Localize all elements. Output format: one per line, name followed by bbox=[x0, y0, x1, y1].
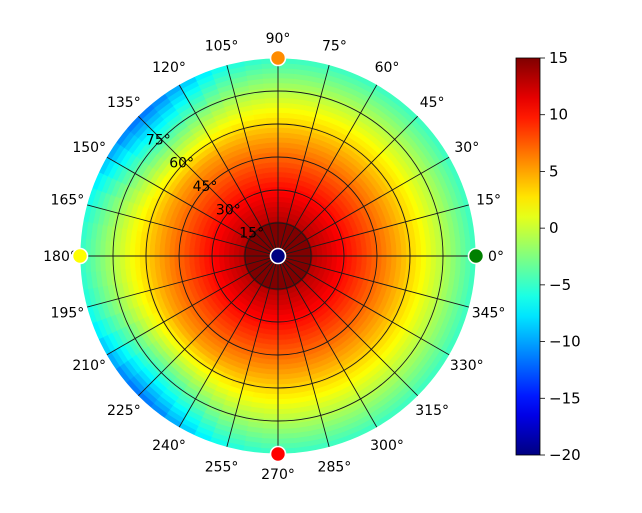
azimuth-tick-label: 300° bbox=[370, 438, 404, 454]
azimuth-tick-label: 210° bbox=[72, 358, 106, 374]
colorbar-tick-label: −15 bbox=[549, 389, 581, 407]
radial-gridline bbox=[112, 90, 444, 422]
azimuth-tick-labels: 0° 15° 30° 45° 60° 75° 90° 105° 120° 135° 150° 165°… bbox=[43, 31, 505, 483]
marker-0 bbox=[467, 247, 485, 265]
azimuth-tick-label: 30° bbox=[454, 140, 479, 156]
marker-center bbox=[269, 247, 287, 265]
radial-gridline bbox=[211, 189, 345, 323]
azimuth-tick-label: 135° bbox=[107, 95, 141, 111]
azimuth-tick-label: 15° bbox=[476, 193, 501, 209]
colorbar-tick-label: −5 bbox=[549, 276, 571, 294]
azimuth-tick-label: 270° bbox=[261, 467, 295, 483]
radial-gridline bbox=[244, 222, 312, 290]
azimuth-tick-label: 105° bbox=[205, 38, 239, 54]
colorbar-tick-label: 0 bbox=[549, 219, 559, 237]
radial-tick-label: 45° bbox=[193, 179, 218, 195]
colorbar-gradient bbox=[515, 57, 541, 456]
radial-gridline bbox=[145, 123, 411, 389]
azimuth-tick-label: 165° bbox=[51, 193, 85, 209]
colorbar-tick-label: −10 bbox=[549, 333, 581, 351]
azimuth-tick-label: 315° bbox=[415, 403, 449, 419]
azimuth-tick-label: 330° bbox=[450, 358, 484, 374]
azimuth-tick-label: 345° bbox=[472, 305, 506, 321]
markers bbox=[71, 49, 485, 463]
azimuth-tick-label: 240° bbox=[152, 438, 186, 454]
radial-tick-label: 60° bbox=[169, 156, 194, 172]
polar-grid bbox=[79, 57, 477, 455]
radial-tick-label: 30° bbox=[216, 202, 241, 218]
marker-270 bbox=[269, 445, 287, 463]
colorbar-tick-label: 10 bbox=[549, 106, 568, 124]
colorbar-ticks: 15 10 5 0 −5 −10 −15 −20 bbox=[540, 49, 581, 464]
radial-tick-label: 15° bbox=[239, 226, 264, 242]
azimuth-tick-label: 225° bbox=[107, 403, 141, 419]
azimuth-tick-label: 75° bbox=[322, 38, 347, 54]
marker-90 bbox=[269, 49, 287, 67]
heatmap-disk bbox=[80, 58, 476, 454]
azimuth-tick-label: 90° bbox=[266, 31, 291, 47]
radial-tick-labels: 15° 30° 45° 60° 75° bbox=[146, 132, 264, 241]
azimuth-tick-label: 150° bbox=[72, 140, 106, 156]
azimuth-tick-label: 0° bbox=[488, 249, 504, 265]
azimuth-tick-label: 195° bbox=[51, 305, 85, 321]
azimuth-tick-label: 285° bbox=[318, 460, 352, 476]
colorbar-tick-label: −20 bbox=[549, 446, 581, 464]
radial-gridline bbox=[178, 156, 378, 356]
colorbar-tick-label: 15 bbox=[549, 49, 568, 67]
azimuth-tick-label: 120° bbox=[152, 60, 186, 76]
radial-tick-label: 75° bbox=[146, 132, 171, 148]
azimuth-tick-label: 255° bbox=[205, 460, 239, 476]
azimuth-tick-label: 60° bbox=[375, 60, 400, 76]
azimuth-tick-label: 180° bbox=[43, 249, 77, 265]
colorbar: 15 10 5 0 −5 −10 −15 −20 bbox=[515, 49, 581, 464]
marker-180 bbox=[71, 247, 89, 265]
colorbar-tick-label: 5 bbox=[549, 162, 559, 180]
azimuth-tick-label: 45° bbox=[420, 95, 445, 111]
